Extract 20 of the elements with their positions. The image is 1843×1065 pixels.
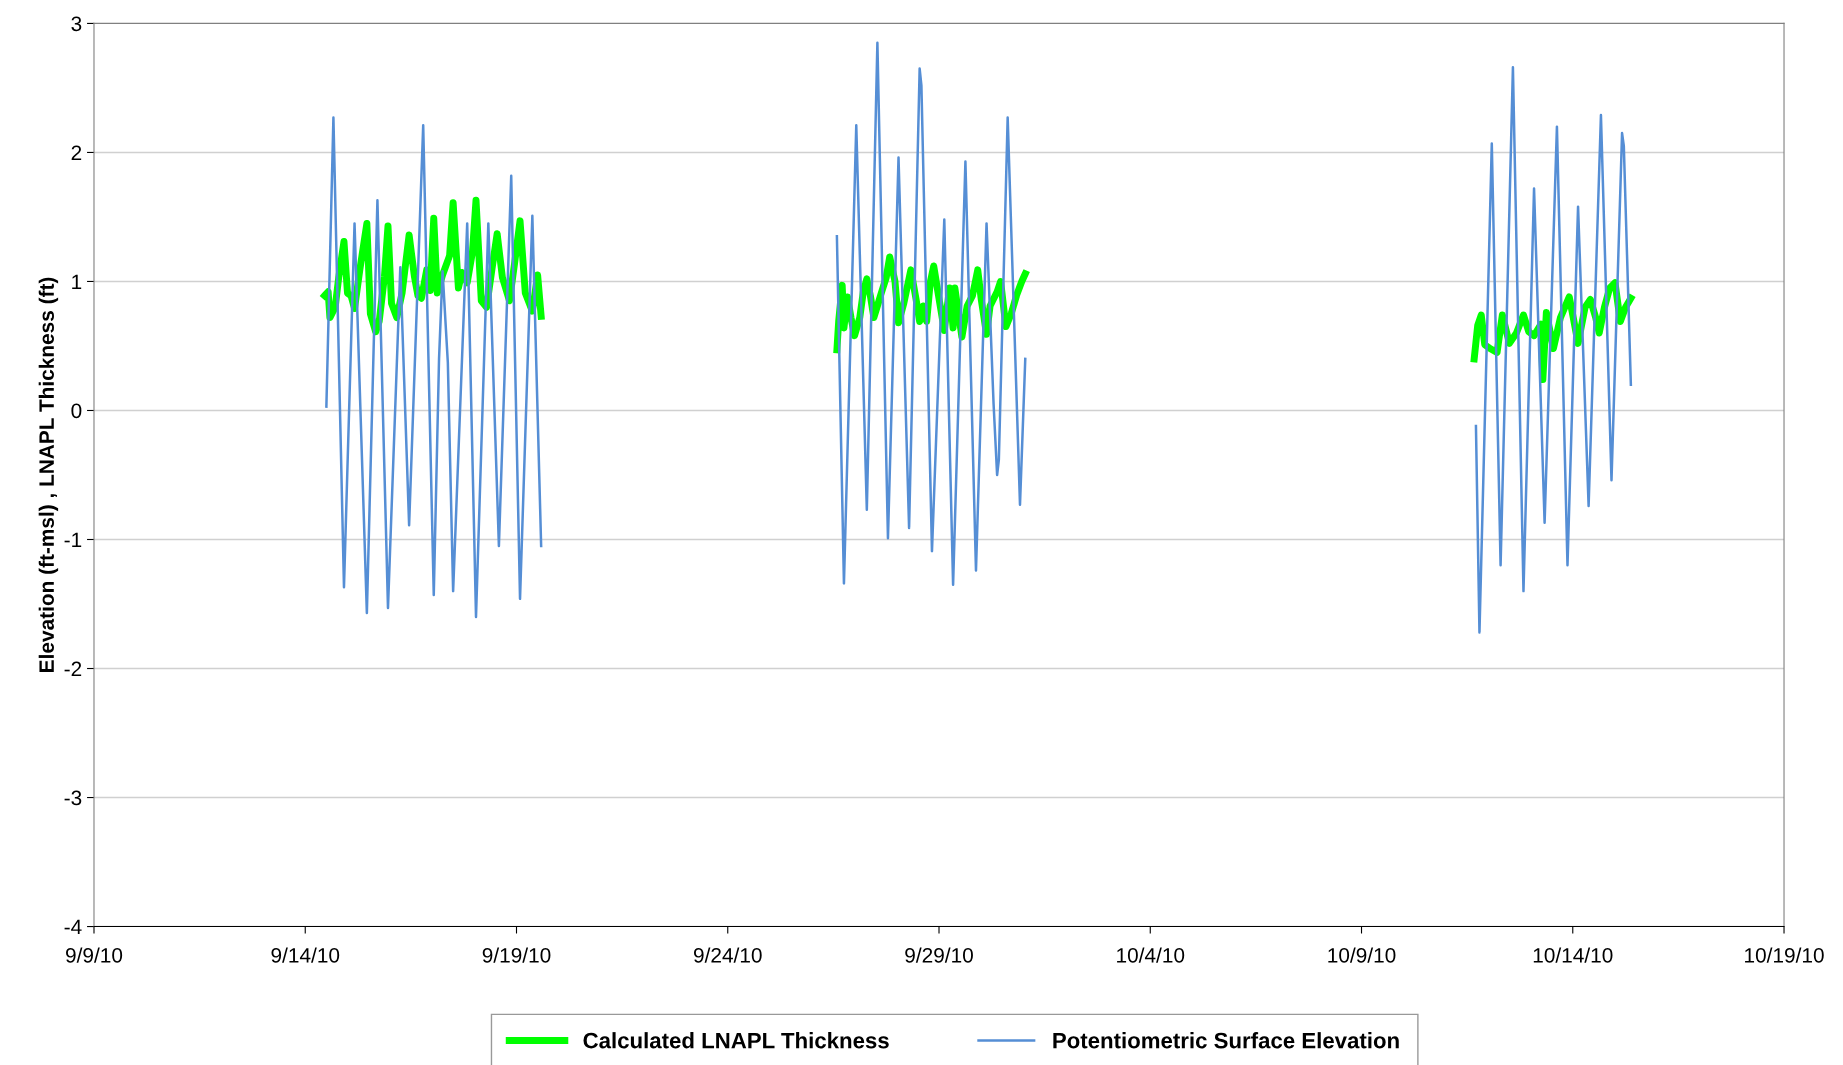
x-tick-label: 10/9/10 (1328, 947, 1396, 963)
legend-label: Potentiometric Surface Elevation (1053, 1032, 1399, 1049)
x-tick-label: 10/14/10 (1533, 947, 1613, 963)
y-tick-label: -4 (64, 919, 82, 935)
y-tick-label: 0 (71, 403, 82, 419)
x-tick-label: 9/29/10 (905, 947, 973, 963)
x-tick-label: 10/4/10 (1117, 947, 1185, 963)
y-tick-label: -3 (64, 790, 82, 806)
y-tick-label: -1 (64, 532, 82, 548)
x-tick-label: 9/14/10 (271, 947, 340, 963)
x-tick-label: 9/24/10 (693, 947, 762, 963)
x-tick-label: 10/19/10 (1745, 947, 1824, 963)
y-axis-title: Elevation (ft-msl) , LNAPL Thickness (ft) (38, 277, 59, 672)
y-tick-label: 3 (71, 16, 82, 32)
y-tick-label: -2 (64, 661, 82, 677)
x-tick-label: 9/19/10 (482, 947, 551, 963)
y-tick-label: 1 (72, 274, 82, 290)
x-tick-label: 9/9/10 (66, 947, 123, 963)
y-tick-label: 2 (71, 145, 82, 160)
legend-label: Calculated LNAPL Thickness (583, 1032, 889, 1049)
